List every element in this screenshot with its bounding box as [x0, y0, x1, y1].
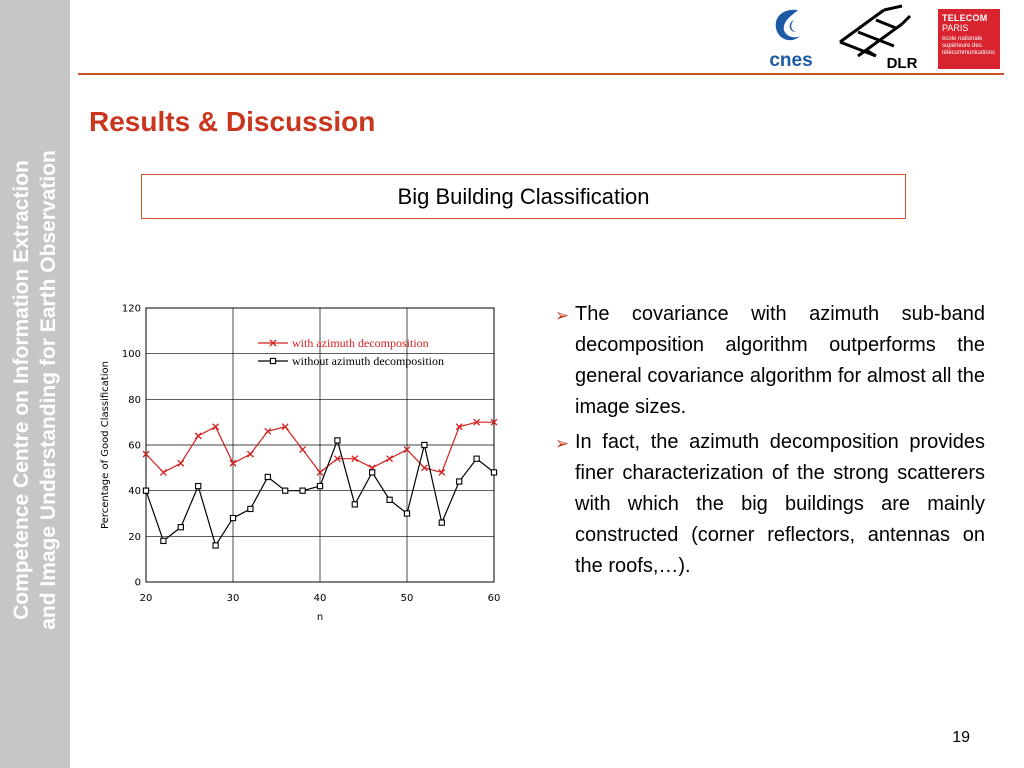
telecom-logo-line2: PARIS — [942, 23, 969, 33]
data-point-square-marker — [403, 510, 411, 517]
sidebar-title: Competence Centre on Information Extract… — [0, 96, 70, 684]
data-point-x-marker — [455, 423, 463, 431]
slide-title: Results & Discussion — [89, 106, 376, 137]
bullet-text-1: The covariance with azimuth sub-band dec… — [575, 303, 985, 418]
data-point-x-marker — [438, 468, 446, 476]
y-tick-label: 20 — [128, 532, 141, 543]
sidebar-title-line1: Competence Centre on Information Extract… — [10, 160, 33, 620]
x-tick-label: 60 — [488, 593, 501, 604]
y-tick-label: 80 — [128, 395, 141, 406]
data-point-x-marker — [177, 459, 185, 467]
data-point-x-marker — [212, 423, 220, 431]
data-point-x-marker — [142, 450, 150, 458]
y-tick-label: 60 — [128, 441, 141, 452]
bullet-item-1: ➢ The covariance with azimuth sub-band d… — [555, 299, 985, 423]
sidebar-title-line2: and Image Understanding for Earth Observ… — [37, 150, 60, 630]
page-number: 19 — [952, 729, 970, 746]
data-point-square-marker — [421, 441, 428, 449]
data-point-square-marker — [195, 482, 202, 490]
data-point-x-marker — [386, 455, 394, 463]
y-tick-label: 40 — [128, 486, 141, 497]
legend: with azimuth decomposition without azimut… — [258, 336, 444, 368]
legend-label: without azimuth decomposition — [292, 354, 444, 368]
data-point-square-marker — [369, 469, 376, 476]
series-layer — [142, 418, 498, 549]
data-point-x-marker — [490, 418, 498, 426]
sidebar-band: Competence Centre on Information Extract… — [0, 0, 70, 768]
data-point-x-marker — [420, 464, 428, 472]
data-point-square-marker — [264, 473, 271, 481]
x-tick-label: 20 — [140, 593, 153, 604]
grid-layer — [145, 307, 495, 583]
bullet-text-2: In fact, the azimuth decomposition provi… — [575, 431, 985, 577]
data-point-x-marker — [281, 423, 289, 431]
data-point-x-marker — [229, 459, 237, 467]
arrow-bullet-icon: ➢ — [555, 306, 570, 326]
data-point-x-marker — [299, 446, 307, 454]
data-point-x-marker — [403, 446, 411, 454]
data-point-square-marker — [438, 519, 445, 526]
data-point-square-marker — [212, 542, 219, 549]
data-point-square-marker — [456, 478, 463, 485]
data-point-square-marker — [269, 357, 277, 365]
data-point-x-marker — [316, 468, 324, 476]
data-point-square-marker — [299, 487, 306, 494]
classification-line-chart: 0 20 40 60 80 100 120 20 30 40 50 60 with azimuth d… — [100, 304, 500, 624]
y-axis-label: Percentage of Good Classification — [100, 361, 111, 529]
bullet-item-2: ➢ In fact, the azimuth decomposition pro… — [555, 427, 985, 582]
y-tick-label: 120 — [122, 304, 141, 315]
arrow-bullet-icon: ➢ — [555, 434, 570, 454]
x-axis-label: n — [317, 612, 323, 623]
data-point-square-marker — [142, 487, 150, 494]
x-tick-label: 40 — [314, 593, 327, 604]
data-point-x-marker — [351, 455, 359, 463]
telecom-logo-line3: école nationale supérieure des télécommu… — [942, 36, 996, 56]
data-point-x-marker — [333, 455, 341, 463]
y-tick-label: 0 — [135, 578, 141, 589]
telecom-logo-line1: TELECOM — [942, 13, 988, 23]
data-point-square-marker — [473, 455, 480, 462]
data-point-square-marker — [282, 487, 289, 494]
cnes-logo: cnes — [769, 9, 813, 71]
data-point-x-marker — [246, 450, 254, 458]
data-point-square-marker — [316, 482, 324, 490]
x-tick-label: 30 — [227, 593, 240, 604]
dlr-logo-text: DLR — [887, 55, 918, 72]
data-point-square-marker — [177, 524, 184, 531]
data-point-x-marker — [194, 432, 202, 440]
subtitle-box: Big Building Classification — [141, 174, 906, 219]
data-point-square-marker — [160, 537, 167, 545]
header-rule — [78, 73, 1004, 75]
bullet-list: ➢ The covariance with azimuth sub-band d… — [555, 299, 985, 586]
data-point-x-marker — [269, 339, 277, 347]
data-point-square-marker — [247, 505, 254, 513]
data-point-x-marker — [264, 427, 272, 435]
data-point-square-marker — [229, 514, 237, 522]
subtitle-text: Big Building Classification — [397, 183, 650, 209]
x-tick-label: 50 — [401, 593, 414, 604]
cnes-logo-text: cnes — [769, 50, 812, 71]
tick-layer: 0 20 40 60 80 100 120 20 30 40 50 60 — [122, 304, 500, 605]
data-point-x-marker — [159, 468, 167, 476]
telecom-paris-logo: TELECOM PARIS école nationale supérieure… — [938, 9, 1000, 69]
data-point-square-marker — [334, 437, 341, 444]
legend-label: with azimuth decomposition — [292, 336, 429, 350]
data-point-square-marker — [351, 501, 358, 508]
data-point-x-marker — [473, 418, 481, 426]
y-tick-label: 100 — [122, 349, 141, 360]
data-point-square-marker — [490, 469, 498, 476]
data-point-square-marker — [386, 496, 393, 503]
dlr-logo: DLR — [839, 4, 918, 72]
